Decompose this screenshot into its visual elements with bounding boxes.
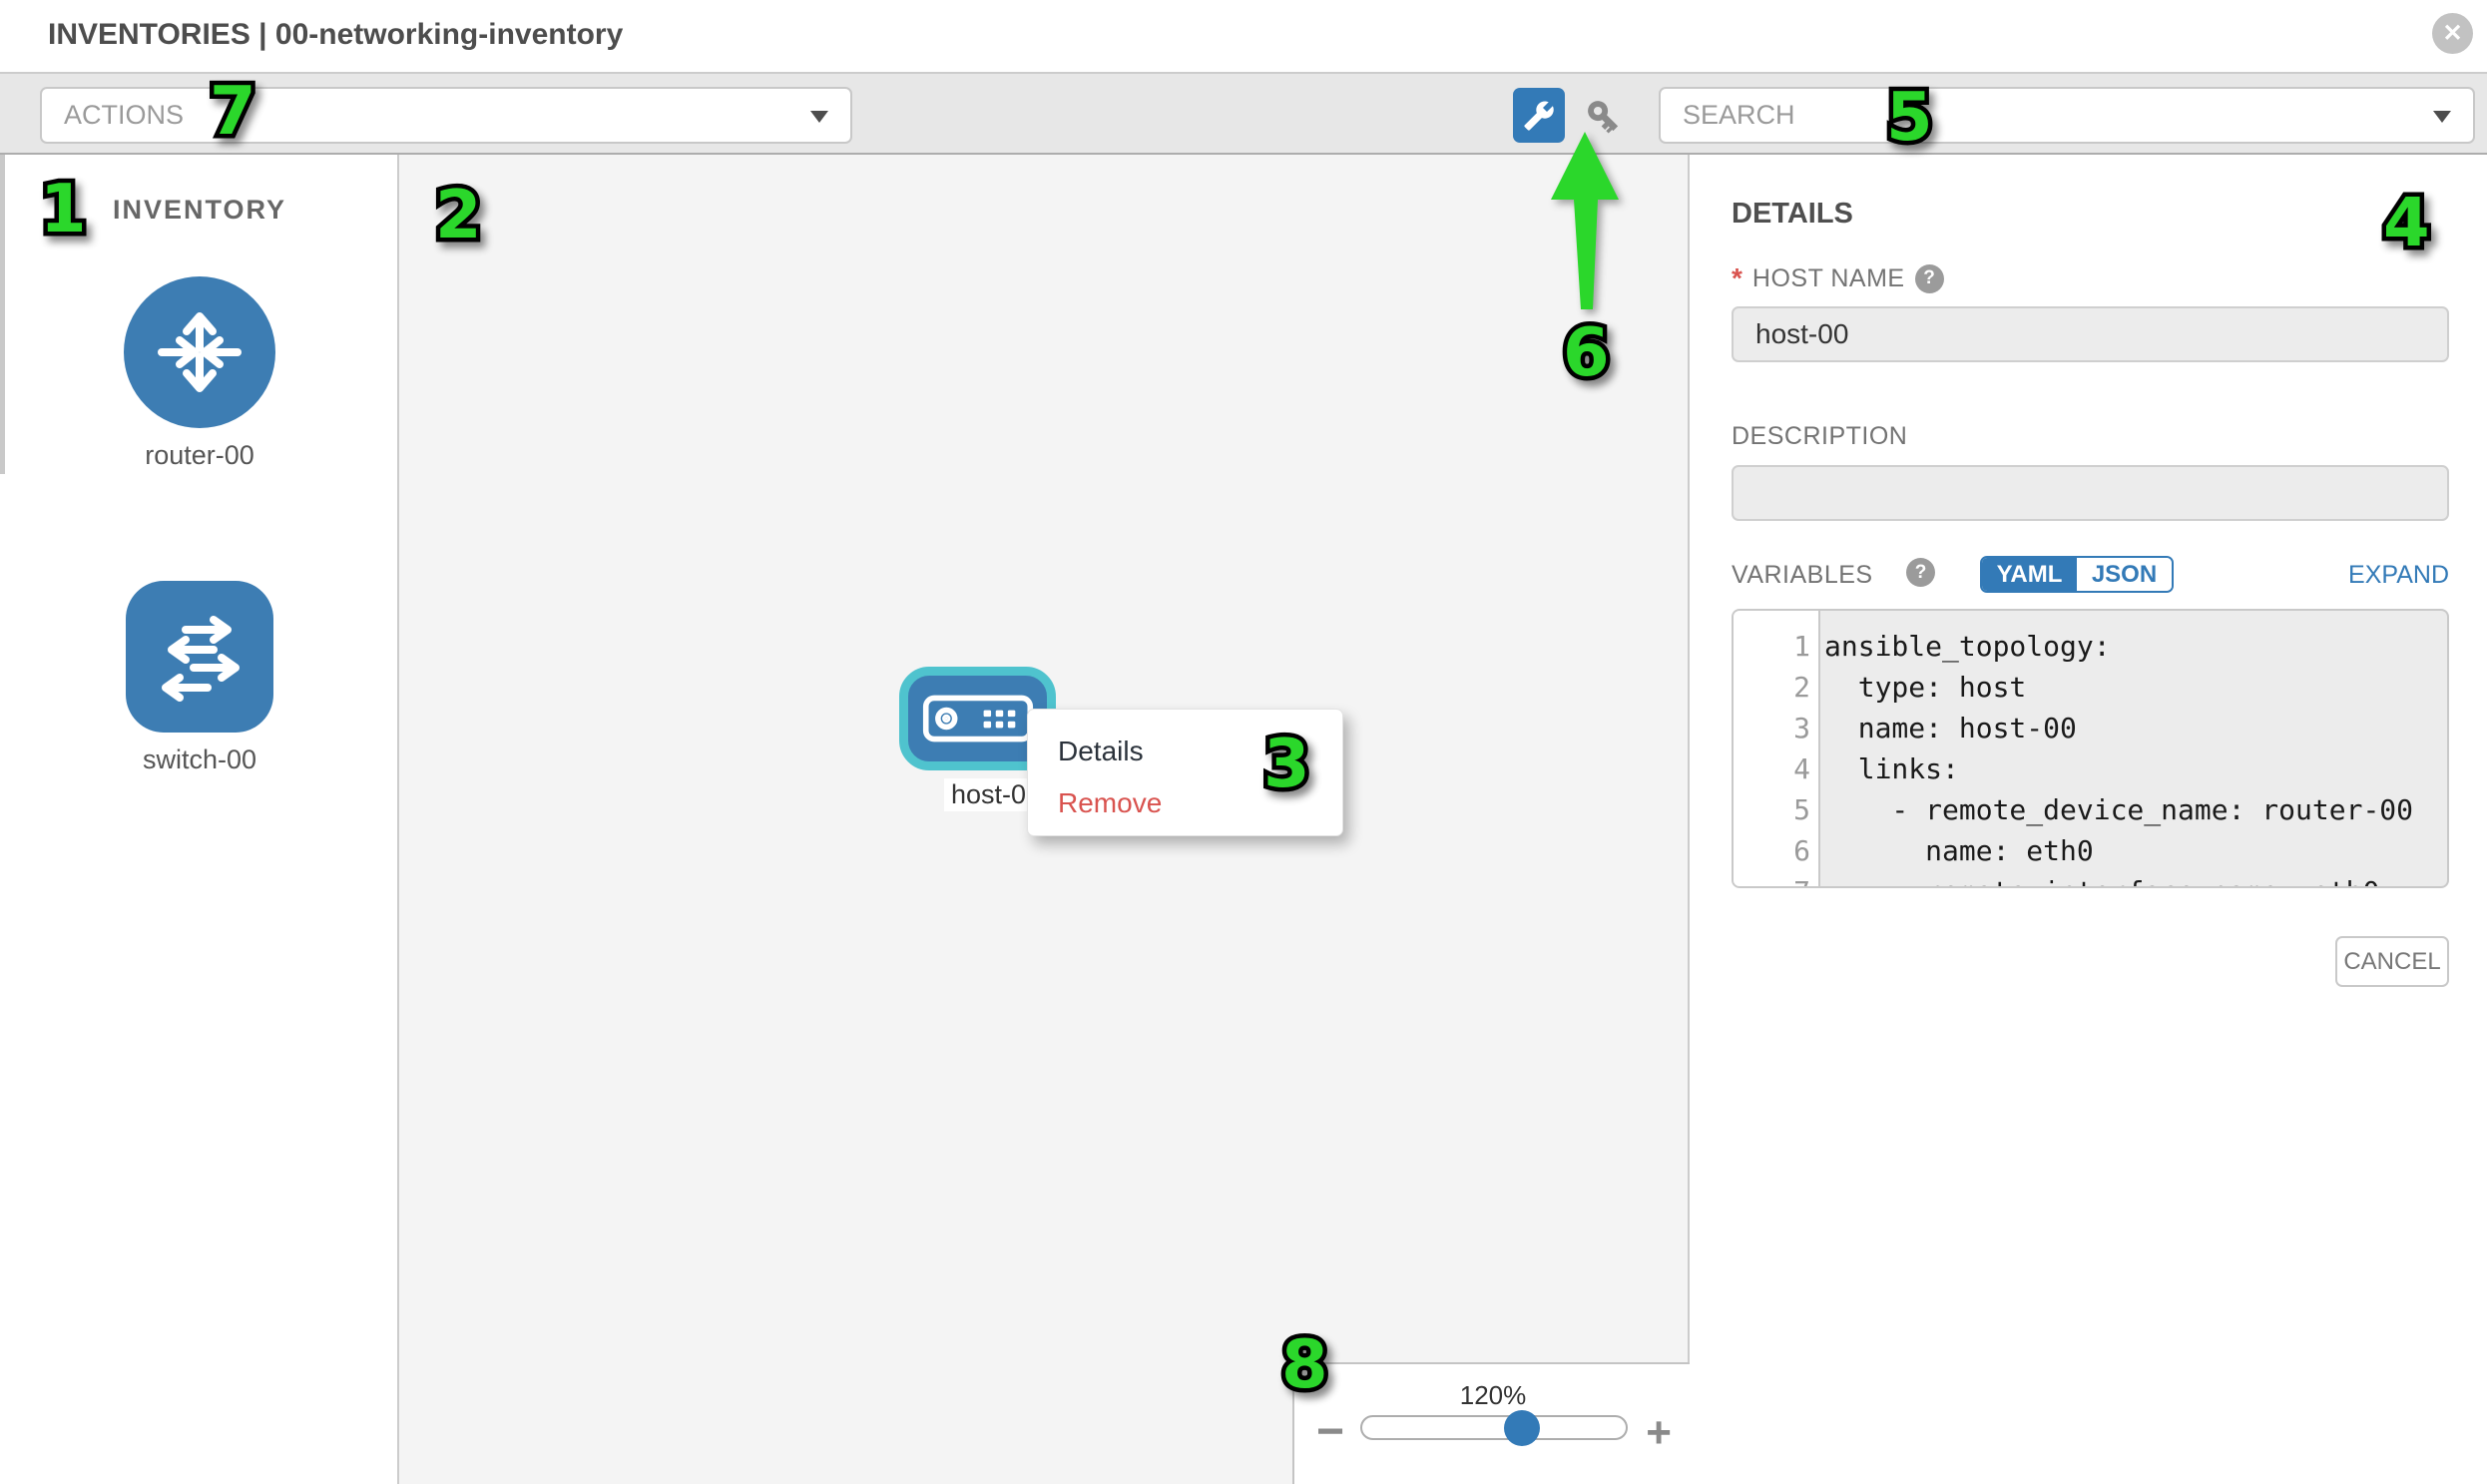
code-text: name: host-00 xyxy=(1824,712,2077,744)
header-bar: INVENTORIES | 00-networking-inventory ✕ xyxy=(0,0,2487,72)
zoom-slider[interactable] xyxy=(1360,1410,1628,1446)
annotation-4: 4 xyxy=(2379,184,2435,261)
code-line: 4 links: xyxy=(1734,748,2447,789)
code-line: 5 - remote_device_name: router-00 xyxy=(1734,789,2447,830)
code-line: 3 name: host-00 xyxy=(1734,708,2447,748)
zoom-control: 120% − + xyxy=(1292,1362,1690,1484)
code-text: - remote_device_name: router-00 xyxy=(1824,793,2414,826)
annotation-5: 5 xyxy=(1882,78,1938,156)
wrench-icon xyxy=(1523,100,1555,132)
topology-canvas[interactable]: host-00 Details Remove 120% − + xyxy=(399,155,1690,1484)
details-panel: DETAILS * HOST NAME ? DESCRIPTION VARIAB… xyxy=(1690,155,2487,1484)
chevron-down-icon xyxy=(810,110,828,123)
annotation-3: 3 xyxy=(1259,725,1315,802)
chevron-down-icon xyxy=(2433,110,2451,123)
annotation-6: 6 xyxy=(1559,313,1615,391)
cancel-button[interactable]: CANCEL xyxy=(2335,936,2449,987)
actions-dropdown[interactable]: ACTIONS xyxy=(40,87,852,144)
context-menu-item-details[interactable]: Details xyxy=(1058,736,1144,766)
yaml-toggle[interactable]: YAML xyxy=(1982,558,2077,591)
sidebar-title: INVENTORY xyxy=(112,195,287,225)
switch-icon xyxy=(126,581,273,733)
device-label: router-00 xyxy=(145,440,254,470)
annotation-7: 7 xyxy=(206,72,261,150)
details-title: DETAILS xyxy=(1732,198,1853,230)
code-line: 6 name: eth0 xyxy=(1734,830,2447,871)
code-text: ansible_topology: xyxy=(1824,630,2111,663)
required-asterisk: * xyxy=(1732,262,1742,293)
line-number: 6 xyxy=(1793,834,1810,867)
zoom-value: 120% xyxy=(1459,1380,1527,1410)
zoom-out-button[interactable]: − xyxy=(1316,1405,1345,1458)
annotation-2: 2 xyxy=(431,176,487,253)
device-item-switch[interactable]: switch-00 xyxy=(0,581,399,775)
code-text: links: xyxy=(1824,752,1959,785)
help-icon[interactable]: ? xyxy=(1906,558,1935,587)
description-label: DESCRIPTION xyxy=(1732,422,1908,450)
key-button[interactable] xyxy=(1583,96,1625,138)
code-line: 7 remote_interface_name: eth0 xyxy=(1734,871,2447,886)
search-dropdown-label: SEARCH xyxy=(1683,100,1795,130)
host-name-label: HOST NAME xyxy=(1751,263,1905,292)
line-number: 1 xyxy=(1793,630,1810,663)
context-menu-item-remove[interactable]: Remove xyxy=(1058,787,1163,818)
line-number: 2 xyxy=(1793,671,1810,704)
format-toggle: YAML JSON xyxy=(1980,556,2174,593)
router-icon xyxy=(124,276,275,428)
expand-link[interactable]: EXPAND xyxy=(2348,561,2449,589)
search-dropdown[interactable]: SEARCH xyxy=(1659,87,2475,144)
line-number: 7 xyxy=(1734,871,1810,886)
json-toggle[interactable]: JSON xyxy=(2077,558,2172,591)
key-icon xyxy=(1576,89,1633,146)
line-number: 3 xyxy=(1793,712,1810,744)
annotation-up-arrow-icon xyxy=(1547,130,1625,313)
close-button[interactable]: ✕ xyxy=(2432,13,2473,54)
line-number: 5 xyxy=(1793,793,1810,826)
line-number: 4 xyxy=(1793,752,1810,785)
variables-label: VARIABLES xyxy=(1732,561,1873,589)
help-icon[interactable]: ? xyxy=(1914,263,1944,293)
host-icon xyxy=(922,694,1034,743)
host-name-input[interactable] xyxy=(1732,306,2449,362)
toolbar: ACTIONS SEARCH xyxy=(0,72,2487,155)
code-line: 1 ansible_topology: xyxy=(1734,626,2447,667)
description-input[interactable] xyxy=(1732,465,2449,521)
code-line: 2 type: host xyxy=(1734,667,2447,708)
annotation-1: 1 xyxy=(36,170,92,247)
annotation-8: 8 xyxy=(1277,1325,1333,1403)
sidebar-scrollbar[interactable] xyxy=(0,155,5,474)
close-icon: ✕ xyxy=(2442,20,2463,47)
code-text: name: eth0 xyxy=(1824,834,2094,867)
device-label: switch-00 xyxy=(142,744,257,774)
editor-gutter xyxy=(1734,611,1820,886)
code-text: type: host xyxy=(1824,671,2027,704)
zoom-in-button[interactable]: + xyxy=(1646,1408,1672,1457)
code-rows: 1 ansible_topology: 2 type: host 3 name:… xyxy=(1734,626,2447,886)
variables-row: VARIABLES ? YAML JSON EXPAND xyxy=(1732,556,2449,596)
device-item-router[interactable]: router-00 xyxy=(0,276,399,471)
tools-button[interactable] xyxy=(1513,88,1565,143)
zoom-slider-handle[interactable] xyxy=(1504,1410,1540,1446)
code-text: remote_interface_name: eth0 xyxy=(1810,871,2379,886)
page-title: INVENTORIES | 00-networking-inventory xyxy=(48,18,624,51)
inventory-sidebar: INVENTORY router-00 xyxy=(0,155,399,1484)
actions-dropdown-label: ACTIONS xyxy=(64,100,185,130)
context-menu: Details Remove xyxy=(1027,709,1343,836)
variables-editor[interactable]: 1 ansible_topology: 2 type: host 3 name:… xyxy=(1732,609,2449,888)
